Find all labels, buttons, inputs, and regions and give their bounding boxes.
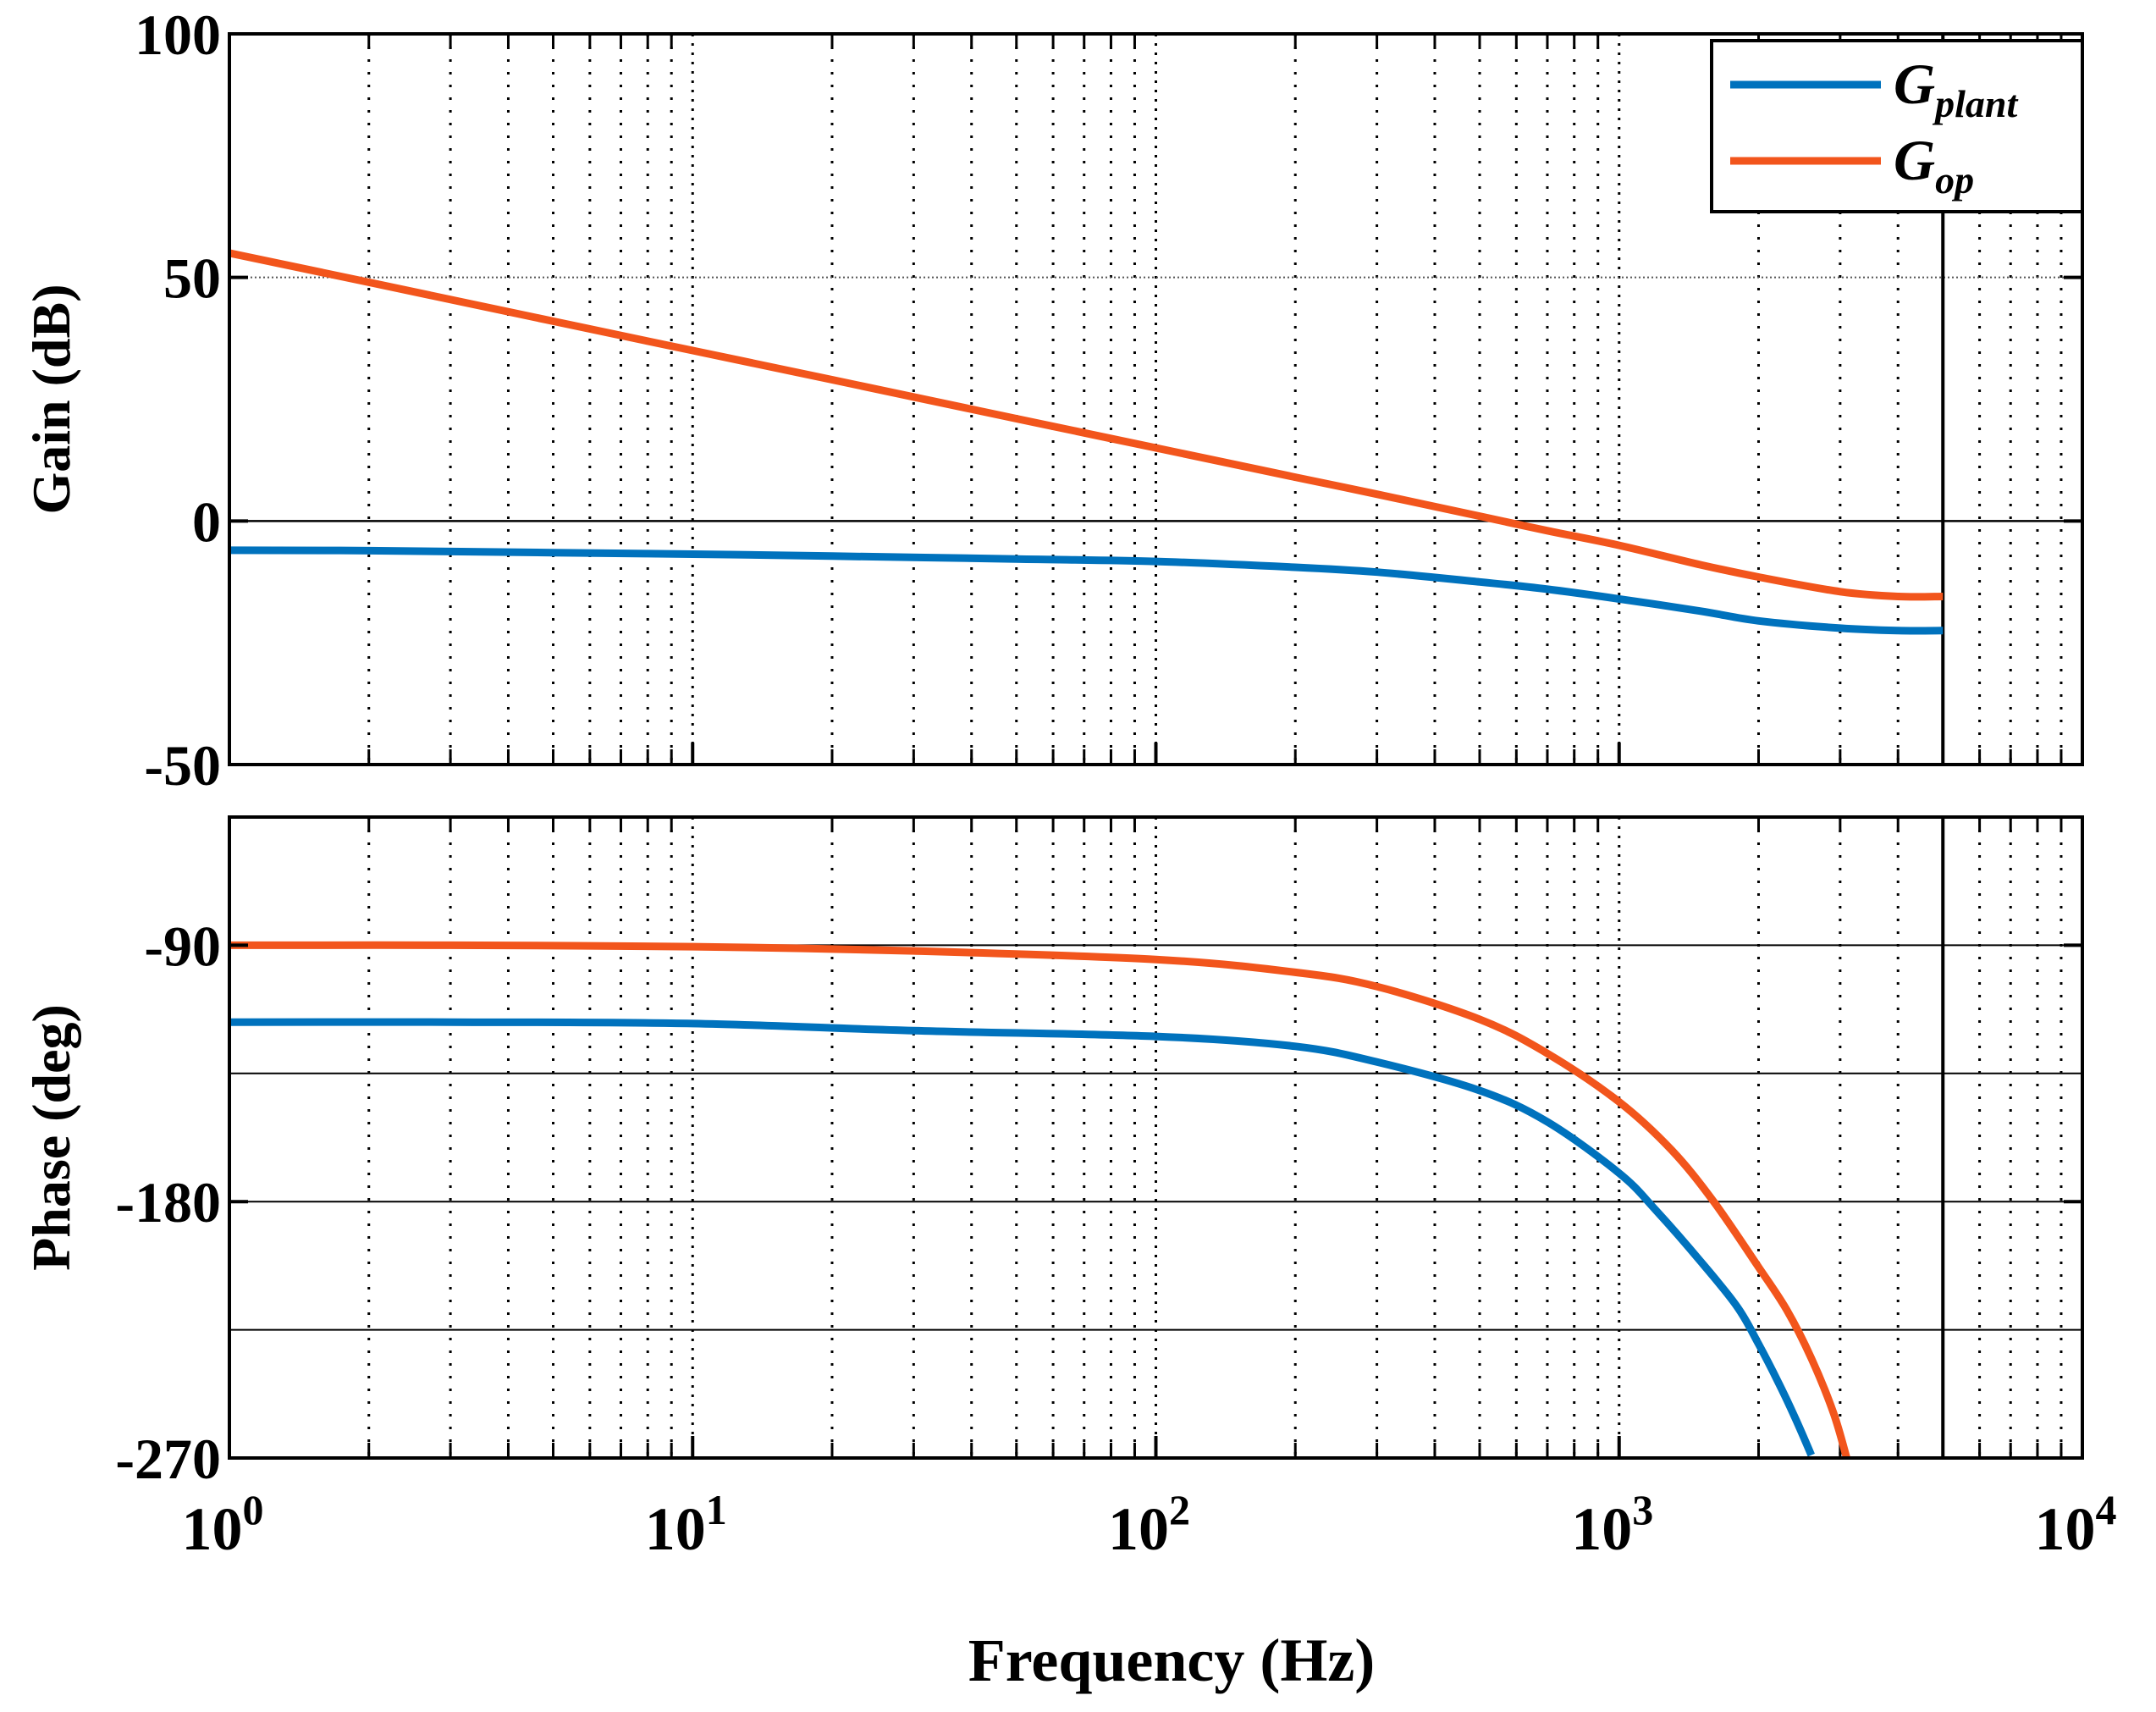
y-tick-label: 100 xyxy=(135,3,221,67)
x-axis-label: Frequency (Hz) xyxy=(968,1626,1376,1694)
x-tick-label: 101 xyxy=(645,1486,727,1563)
gain-series xyxy=(229,249,1944,635)
x-tick-label: 100 xyxy=(182,1486,264,1563)
legend-label: Gop xyxy=(1894,128,1974,202)
y-tick-label: 50 xyxy=(163,246,221,311)
y-tick-label: 0 xyxy=(192,489,221,554)
series-line-gain-g-plant xyxy=(229,546,1944,635)
legend-box xyxy=(1710,39,2084,213)
x-tick-label: 102 xyxy=(1108,1486,1190,1563)
y-tick-label: -90 xyxy=(144,914,221,978)
series-line-gain-g-op xyxy=(229,249,1944,601)
series-line-phase-g-plant xyxy=(229,1018,1815,1457)
x-axis-ticks: 100 101 102 103 104 xyxy=(182,743,2117,1563)
y-tick-label: -270 xyxy=(115,1427,221,1491)
gain-y-axis-label: Gain (dB) xyxy=(21,284,81,514)
series-line-phase-g-op xyxy=(229,941,1850,1458)
x-tick-label: 103 xyxy=(1571,1486,1653,1563)
y-tick-label: -50 xyxy=(144,733,221,798)
phase-panel: -90 -180 -270 Phase (deg) xyxy=(21,815,2084,1491)
phase-series xyxy=(229,941,1850,1458)
y-tick-label: -180 xyxy=(115,1170,221,1234)
legend-label: Gplant xyxy=(1894,52,2018,125)
phase-y-axis-label: Phase (deg) xyxy=(21,1004,81,1271)
phase-y-ticks: -90 -180 -270 xyxy=(115,914,2082,1491)
x-tick-label: 104 xyxy=(2035,1486,2117,1563)
gain-y-ticks: 100 50 0 -50 xyxy=(135,3,2082,798)
gain-grid xyxy=(229,34,2082,765)
